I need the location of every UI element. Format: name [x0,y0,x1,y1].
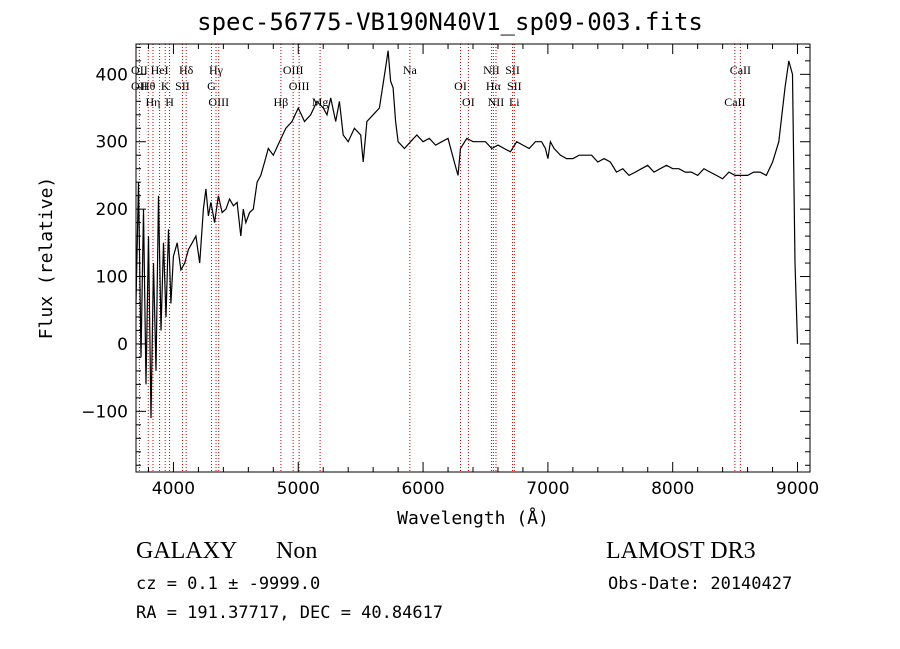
line-label: OII [131,79,148,93]
y-tick-label: 400 [96,65,128,85]
x-tick-label: 8000 [651,479,694,499]
line-label: Hθ [141,79,156,93]
line-label: OIII [208,95,229,109]
line-label: NII [483,63,500,77]
line-label: Hβ [274,95,289,109]
line-label: K [161,79,170,93]
line-label: CaII [724,95,745,109]
y-axis-label: Flux (relative) [36,177,57,340]
line-label: G [207,79,216,93]
line-label: Hγ [209,63,224,77]
x-axis-label: Wavelength (Å) [397,507,549,529]
line-label: CaII [730,63,751,77]
x-tick-label: 7000 [526,479,569,499]
line-label: OIII [289,79,310,93]
line-label: Hα [486,79,502,93]
x-tick-label: 5000 [277,479,320,499]
line-label: SII [505,63,520,77]
line-label: Li [509,95,520,109]
obs-date-label: Obs-Date: 20140427 [608,574,793,594]
line-label: NII [488,95,505,109]
line-label: OII [131,63,148,77]
line-label: OI [462,95,475,109]
y-tick-label: 0 [117,335,128,355]
line-label: Mg [312,95,329,109]
class-label: GALAXY [136,538,238,564]
x-tick-label: 6000 [401,479,444,499]
subclass-label: Non [276,538,318,564]
line-label: Hδ [179,63,194,77]
line-label: Hη [145,95,160,109]
cz-label: cz = 0.1 ± -9999.0 [136,574,321,594]
x-tick-label: 4000 [152,479,195,499]
line-label: OI [454,79,467,93]
line-label: H [165,95,174,109]
chart-title: spec-56775-VB190N40V1_sp09-003.fits [197,8,703,36]
line-label: SII [175,79,190,93]
x-tick-label: 9000 [776,479,819,499]
y-tick-label: 300 [96,133,128,153]
line-label: Na [403,63,418,77]
line-label: HeI [151,63,169,77]
y-tick-label: 100 [96,268,128,288]
survey-label: LAMOST DR3 [606,538,756,564]
spectrum-line [135,50,799,419]
y-tick-label: −100 [81,402,128,422]
line-label: OIII [283,63,304,77]
y-tick-label: 200 [96,200,128,220]
radec-label: RA = 191.37717, DEC = 40.84617 [136,603,444,623]
line-label: SII [507,79,522,93]
